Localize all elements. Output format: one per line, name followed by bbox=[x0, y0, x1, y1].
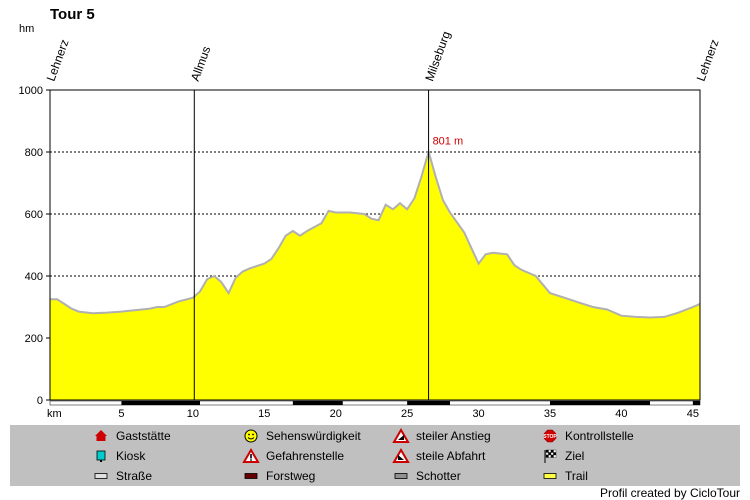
surface-bar-frame bbox=[49, 400, 701, 406]
surface-segment-6 bbox=[450, 401, 550, 405]
legend-label-9: Forstweg bbox=[266, 469, 315, 483]
y-tick-label-200: 200 bbox=[25, 333, 43, 345]
surface-segment-7 bbox=[550, 401, 650, 405]
legend-item-2: steiler Anstieg bbox=[392, 428, 491, 443]
surface-segment-0 bbox=[50, 401, 122, 405]
cup-icon bbox=[96, 450, 106, 462]
x-tick-label-45: 45 bbox=[687, 408, 699, 420]
surface-segment-1 bbox=[121, 401, 200, 405]
surface-segment-2 bbox=[200, 401, 293, 405]
x-tick-label-35: 35 bbox=[544, 408, 556, 420]
checkered-flag-icon bbox=[544, 449, 557, 463]
swatch-icon bbox=[543, 473, 557, 479]
surface-segment-9 bbox=[692, 401, 700, 405]
y-tick-label-0: 0 bbox=[37, 395, 43, 407]
surface-segment-4 bbox=[342, 401, 408, 405]
elevation-area bbox=[50, 151, 700, 400]
plot-frame bbox=[49, 89, 701, 401]
legend-label-0: Gaststätte bbox=[116, 429, 171, 443]
waypoint-label-0: Lehnerz bbox=[44, 37, 72, 83]
legend-item-0: Gaststätte bbox=[95, 429, 171, 443]
elevation-line bbox=[50, 148, 701, 319]
chart-title: Tour 5 bbox=[50, 6, 95, 23]
surface-segment-5 bbox=[407, 401, 450, 405]
legend-item-8: Straße bbox=[94, 469, 152, 483]
legend-item-9: Forstweg bbox=[244, 469, 315, 483]
legend-item-3: STOP Kontrollstelle bbox=[543, 429, 634, 443]
warning-icon bbox=[242, 448, 260, 463]
legend: Gaststätte Sehenswürdigkeit steiler Anstie… bbox=[94, 428, 634, 483]
legend-box bbox=[10, 425, 740, 486]
legend-label-3: Kontrollstelle bbox=[565, 429, 634, 443]
x-tick-label-25: 25 bbox=[401, 408, 413, 420]
surface-segment-3 bbox=[292, 401, 343, 405]
legend-item-1: Sehenswürdigkeit bbox=[244, 429, 361, 443]
y-axis-ticks: 0 200 400 600 800 1000 bbox=[19, 85, 50, 407]
swatch-icon bbox=[394, 473, 408, 479]
legend-item-11: Trail bbox=[543, 469, 588, 483]
waypoint-label-2: Milseburg bbox=[422, 29, 453, 83]
smiley-icon bbox=[244, 429, 258, 443]
x-tick-label-40: 40 bbox=[615, 408, 627, 420]
legend-label-7: Ziel bbox=[565, 449, 584, 463]
waypoint-label-3: Lehnerz bbox=[694, 37, 722, 83]
legend-label-1: Sehenswürdigkeit bbox=[266, 429, 361, 443]
y-axis-label: hm bbox=[19, 23, 34, 35]
steep-climb-icon bbox=[392, 428, 410, 443]
x-tick-label-5: 5 bbox=[118, 408, 124, 420]
svg-text:STOP: STOP bbox=[543, 434, 557, 440]
steep-descent-icon bbox=[392, 448, 410, 463]
surface-segment-8 bbox=[650, 401, 693, 405]
y-tick-label-600: 600 bbox=[25, 209, 43, 221]
legend-item-7: Ziel bbox=[544, 449, 584, 463]
credit-text: Profil created by CicloTour bbox=[600, 486, 740, 500]
x-tick-label-20: 20 bbox=[330, 408, 342, 420]
waypoint-label-1: Allmus bbox=[188, 44, 213, 83]
y-tick-label-400: 400 bbox=[25, 271, 43, 283]
swatch-icon bbox=[94, 473, 108, 479]
legend-item-6: steile Abfahrt bbox=[392, 448, 486, 463]
stop-icon: STOP bbox=[543, 429, 557, 443]
legend-item-10: Schotter bbox=[394, 469, 461, 483]
legend-label-4: Kiosk bbox=[116, 449, 146, 463]
legend-label-10: Schotter bbox=[416, 469, 461, 483]
legend-label-5: Gefahrenstelle bbox=[266, 449, 344, 463]
legend-label-8: Straße bbox=[116, 469, 152, 483]
legend-item-4: Kiosk bbox=[96, 449, 146, 463]
swatch-icon bbox=[244, 473, 258, 479]
legend-label-6: steile Abfahrt bbox=[416, 449, 486, 463]
x-axis-ticks: 5 10 15 20 25 30 35 40 45 bbox=[118, 408, 699, 420]
legend-label-2: steiler Anstieg bbox=[416, 429, 491, 443]
house-icon bbox=[95, 430, 107, 441]
y-tick-label-1000: 1000 bbox=[19, 85, 43, 97]
x-tick-label-15: 15 bbox=[258, 408, 270, 420]
peak-label: 801 m bbox=[433, 136, 464, 148]
x-axis-label: km bbox=[47, 408, 62, 420]
x-tick-label-10: 10 bbox=[187, 408, 199, 420]
surface-bar bbox=[49, 400, 701, 406]
y-tick-label-800: 800 bbox=[25, 147, 43, 159]
legend-label-11: Trail bbox=[565, 469, 588, 483]
x-tick-label-30: 30 bbox=[472, 408, 484, 420]
legend-item-5: Gefahrenstelle bbox=[242, 448, 344, 463]
